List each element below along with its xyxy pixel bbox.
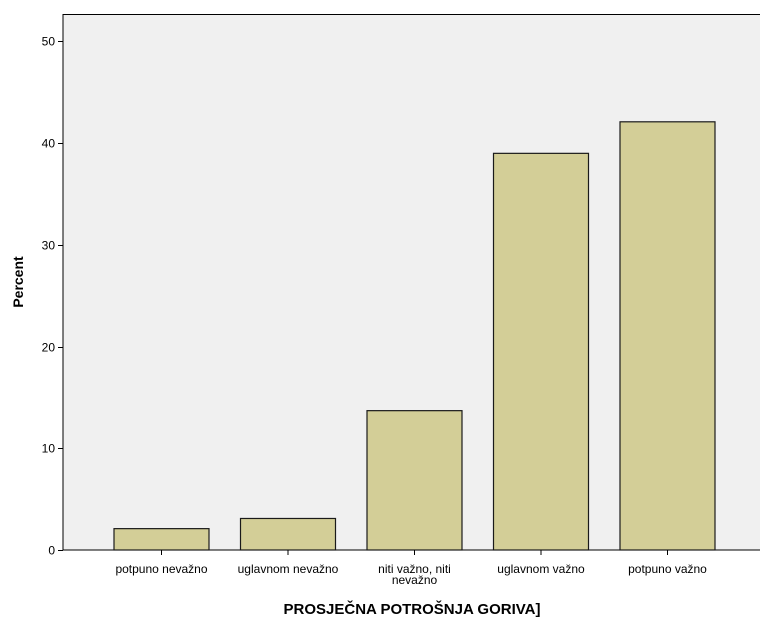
y-axis: 0 10 20 30 40 50: [42, 35, 63, 558]
y-axis-title: Percent: [10, 256, 26, 308]
bar: [492, 152, 590, 551]
bar: [366, 410, 463, 551]
y-tick-label: 20: [42, 341, 56, 355]
bars-group: [113, 121, 716, 551]
y-tick-label: 40: [42, 137, 56, 151]
x-tick-label: uglavnom važno: [497, 562, 585, 576]
y-tick-label: 10: [42, 442, 56, 456]
y-tick-label: 30: [42, 239, 56, 253]
x-axis-title: PROSJEČNA POTROŠNJA GORIVA]: [284, 600, 541, 618]
y-tick-label: 50: [42, 35, 56, 49]
y-tick-label: 0: [48, 544, 55, 558]
x-tick-label: potpuno važno: [628, 562, 707, 576]
x-axis: potpuno nevažno uglavnom nevažno niti važn…: [115, 550, 707, 587]
bar: [619, 121, 716, 551]
x-tick-label: uglavnom nevažno: [238, 562, 339, 576]
bar: [239, 517, 337, 551]
bar: [113, 528, 210, 551]
x-tick-label: potpuno nevažno: [115, 562, 207, 576]
x-tick-label: niti važno, niti nevažno: [378, 562, 451, 587]
